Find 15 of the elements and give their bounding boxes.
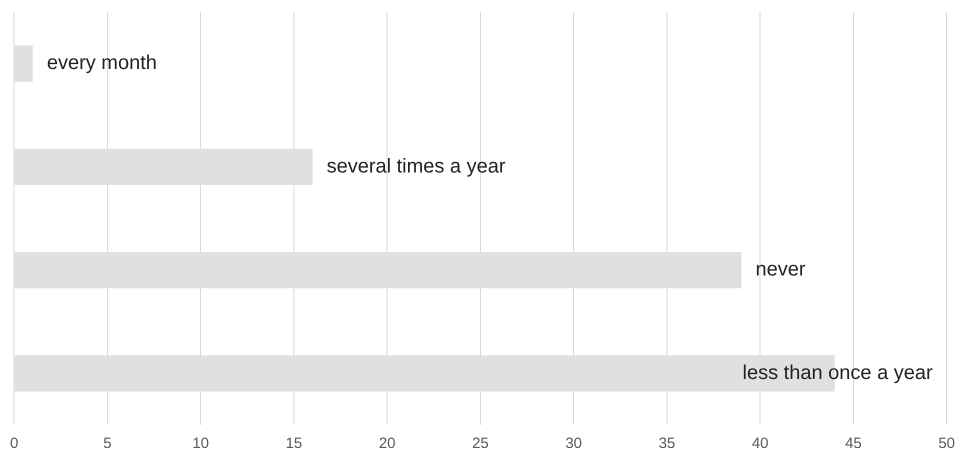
x-tick-label: 40 <box>752 435 769 452</box>
x-tick-label: 10 <box>192 435 210 452</box>
y-tick-label: every month <box>46 52 157 74</box>
x-tick-label: 45 <box>845 435 862 452</box>
x-tick-label: 50 <box>938 435 955 452</box>
x-tick-label: 35 <box>658 435 676 452</box>
x-tick-label: 15 <box>286 435 302 452</box>
x-tick-label: 20 <box>378 435 396 452</box>
y-tick-label: several times a year <box>326 155 506 178</box>
x-tick-label: 25 <box>472 435 489 452</box>
x-tick-label: 0 <box>10 435 18 452</box>
y-tick-label: less than once a year <box>742 362 933 384</box>
y-tick-label: never <box>756 258 806 281</box>
x-tick-label: 30 <box>565 435 582 452</box>
x-tick-label: 5 <box>103 435 112 452</box>
